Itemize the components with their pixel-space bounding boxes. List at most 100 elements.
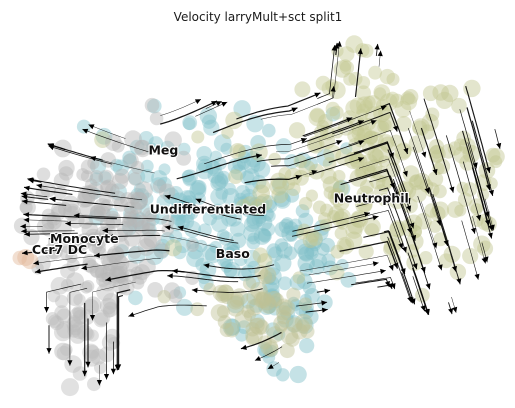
streamline-arrowhead: [34, 268, 41, 274]
scatter-point: [386, 72, 400, 86]
streamline-arrowhead: [267, 364, 274, 369]
scatter-point: [245, 331, 259, 346]
streamline-arrowhead: [48, 236, 55, 242]
scatter-point: [278, 167, 292, 180]
scatter-point: [224, 318, 241, 336]
scatter-point: [345, 35, 364, 53]
scatter-point: [127, 167, 146, 186]
scatter-point: [258, 293, 276, 311]
streamline: [423, 98, 454, 193]
scatter-point: [281, 217, 294, 230]
scatter-point: [361, 161, 376, 175]
scatter-point: [83, 298, 99, 315]
scatter-point: [240, 188, 258, 206]
scatter-point: [122, 150, 137, 165]
scatter-point: [234, 252, 248, 267]
streamline-arrowhead: [221, 102, 228, 107]
scatter-point: [286, 287, 301, 302]
scatter-point: [51, 202, 67, 218]
scatter-point: [289, 298, 302, 311]
scatter-point: [368, 65, 382, 80]
streamline: [82, 128, 154, 154]
scatter-point: [12, 250, 27, 266]
scatter-point: [93, 312, 109, 328]
scatter-point: [138, 131, 154, 146]
scatter-point: [359, 43, 374, 58]
streamline-arrowhead: [85, 361, 91, 368]
scatter-point: [122, 220, 137, 236]
scatter-point: [250, 317, 268, 335]
scatter-point: [141, 216, 156, 231]
scatter-point: [339, 59, 352, 72]
scatter-point: [252, 184, 270, 203]
scatter-point: [249, 298, 264, 313]
scatter-point: [190, 180, 206, 196]
scatter-point: [258, 343, 274, 359]
scatter-point: [262, 123, 276, 138]
scatter-point: [348, 71, 363, 86]
scatter-point: [251, 174, 267, 190]
scatter-point: [168, 289, 183, 304]
scatter-point: [276, 305, 292, 321]
streamline-arrowhead: [334, 42, 340, 49]
scatter-point: [140, 192, 154, 206]
scatter-point: [285, 315, 303, 333]
scatter-point: [98, 273, 117, 292]
scatter-point: [56, 308, 72, 324]
streamline: [309, 157, 365, 176]
scatter-point: [275, 138, 292, 155]
scatter-point: [59, 239, 74, 253]
scatter-point: [332, 210, 350, 228]
scatter-point: [82, 343, 100, 361]
scatter-point: [400, 91, 415, 106]
streamline: [292, 212, 371, 232]
scatter-point: [257, 253, 273, 269]
scatter-point: [47, 289, 61, 303]
scatter-point: [93, 205, 106, 218]
scatter-point: [347, 218, 364, 235]
scatter-point: [298, 246, 315, 262]
scatter-point: [288, 218, 303, 233]
scatter-point: [243, 309, 256, 322]
scatter-point: [255, 292, 272, 309]
scatter-point: [178, 198, 196, 217]
scatter-point: [183, 117, 196, 131]
streamline-arrowhead: [387, 283, 393, 289]
streamline: [340, 170, 398, 198]
scatter-point: [60, 278, 74, 292]
scatter-point: [312, 200, 327, 215]
scatter-point: [289, 365, 307, 384]
streamline: [48, 234, 160, 240]
streamline-arrowhead: [485, 184, 491, 191]
scatter-point: [262, 281, 280, 299]
scatter-point: [274, 192, 291, 209]
scatter-point: [336, 236, 355, 255]
scatter-point: [130, 266, 144, 280]
scatter-point: [308, 238, 321, 252]
streamline: [401, 272, 414, 304]
scatter-point: [329, 190, 346, 207]
scatter-point: [132, 215, 151, 233]
scatter-point: [162, 187, 180, 204]
scatter-point: [80, 281, 93, 294]
streamline-arrowhead: [33, 260, 40, 266]
scatter-point: [265, 260, 281, 277]
scatter-point: [101, 334, 119, 351]
scatter-point: [99, 180, 114, 194]
scatter-point: [240, 293, 256, 309]
scatter-point: [321, 253, 336, 268]
scatter-point: [255, 290, 272, 307]
scatter-point: [141, 222, 157, 238]
streamline: [356, 198, 407, 253]
scatter-point: [350, 211, 367, 228]
streamline-arrowhead: [474, 273, 480, 280]
scatter-point: [274, 221, 291, 238]
scatter-point: [94, 265, 112, 283]
scatter-point: [328, 205, 345, 222]
scatter-point: [365, 223, 379, 238]
scatter-point: [105, 213, 122, 229]
scatter-point: [134, 139, 152, 158]
scatter-point: [85, 345, 100, 359]
scatter-point: [360, 154, 379, 172]
streamline-arrowhead: [21, 194, 28, 200]
